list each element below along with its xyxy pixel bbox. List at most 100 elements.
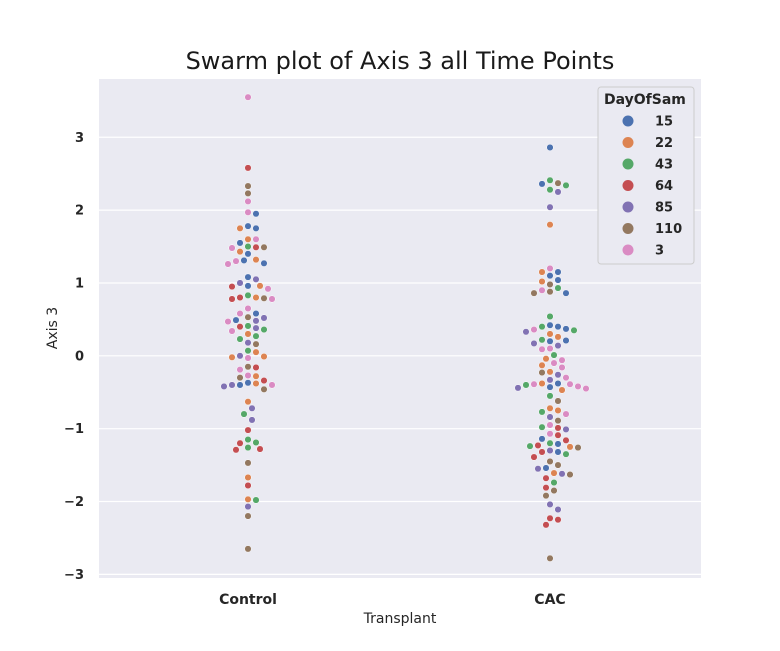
point-control-day-85 [248,404,256,412]
point-cac-day-64 [534,441,542,449]
legend-marker [622,223,634,234]
point-cac-day-22 [538,361,546,369]
point-cac-day-15 [562,289,570,297]
point-control-day-22 [252,348,260,356]
point-control-day-15 [252,210,260,218]
point-control-day-15 [252,310,260,318]
point-control-day-15 [244,273,252,281]
point-cac-day-22 [538,379,546,388]
point-cac-day-15 [562,336,570,345]
point-cac-day-64 [542,521,550,529]
legend-entries: 15 22 43 64 85 110 3 [622,115,682,259]
point-control-day-3 [224,318,232,326]
point-control-day-3 [224,260,232,268]
point-control-day-22 [228,353,236,361]
point-cac-day-3 [582,385,590,393]
point-cac-day-64 [554,431,562,439]
point-cac-day-3 [546,344,554,353]
point-cac-day-15 [546,143,554,152]
point-cac-day-3 [530,380,538,388]
point-cac-day-110 [554,417,562,425]
legend-marker [622,137,634,148]
point-cac-day-110 [554,179,562,187]
x-tick-labels: Control CAC [219,592,566,608]
legend-title: DayOfSam [604,92,686,108]
point-cac-day-15 [554,448,562,456]
point-cac-day-110 [546,457,554,465]
point-control-day-3 [236,310,244,318]
point-cac-day-3 [558,356,566,364]
point-cac-day-85 [554,342,562,350]
legend-marker [622,158,634,170]
point-control-day-85 [248,416,256,424]
point-control-day-85 [228,381,236,389]
point-cac-day-22 [558,386,566,394]
point-control-day-110 [244,459,252,467]
point-cac-day-85 [554,505,562,514]
y-tick-label: 2 [75,204,84,219]
point-cac-day-22 [550,469,558,477]
point-control-day-85 [244,339,252,347]
point-cac-day-43 [550,351,558,359]
point-cac-day-43 [546,176,554,184]
legend-label: 85 [655,201,673,216]
point-cac-day-85 [546,203,554,211]
point-control-day-43 [244,291,252,299]
point-cac-day-3 [566,380,574,388]
point-cac-day-43 [562,181,570,189]
point-cac-day-64 [538,448,546,456]
point-cac-day-3 [562,374,570,382]
point-control-day-110 [244,182,252,190]
point-control-day-85 [252,324,260,332]
point-control-day-64 [244,481,252,490]
point-cac-day-43 [554,284,562,292]
point-cac-day-3 [550,359,558,367]
point-control-day-3 [244,93,252,101]
point-control-day-3 [228,244,236,252]
legend: DayOfSam 15 22 43 64 85 110 3 [597,86,695,265]
legend-label: 110 [655,222,682,237]
point-control-day-64 [256,445,264,453]
point-cac-day-64 [554,424,562,432]
point-cac-day-3 [574,382,582,390]
point-control-day-22 [236,224,244,232]
point-cac-day-85 [546,500,554,508]
point-control-day-110 [244,545,252,553]
point-cac-day-85 [546,446,554,455]
point-control-day-3 [228,327,236,335]
point-control-day-3 [252,235,260,243]
point-control-day-110 [260,243,268,251]
legend-marker [622,115,634,127]
point-control-day-3 [236,366,244,374]
point-control-day-64 [236,293,244,302]
point-cac-day-64 [542,474,550,482]
point-control-day-15 [236,239,244,247]
point-control-day-110 [252,340,260,348]
point-cac-day-22 [546,368,554,376]
point-cac-day-22 [546,330,554,338]
point-control-day-22 [252,293,260,302]
point-control-day-85 [244,503,252,511]
point-control-day-22 [244,495,252,503]
point-control-day-85 [252,317,260,325]
point-control-day-22 [252,372,260,380]
point-cac-day-64 [530,453,538,461]
point-cac-day-64 [554,516,562,524]
point-cac-day-15 [562,325,570,333]
point-control-day-110 [244,363,252,371]
point-control-day-43 [240,410,248,418]
point-cac-day-22 [554,333,562,341]
legend-label: 43 [655,158,673,173]
point-control-day-3 [264,285,272,293]
point-control-day-110 [244,512,252,520]
point-cac-day-110 [550,487,558,495]
point-control-day-64 [236,323,244,331]
point-control-day-64 [236,439,244,447]
point-control-day-110 [260,294,268,302]
point-control-day-3 [268,381,276,389]
point-cac-day-3 [530,326,538,334]
point-cac-day-85 [530,339,538,347]
y-tick-label: 0 [75,349,84,364]
point-cac-day-110 [546,280,554,288]
data-points [220,93,590,562]
